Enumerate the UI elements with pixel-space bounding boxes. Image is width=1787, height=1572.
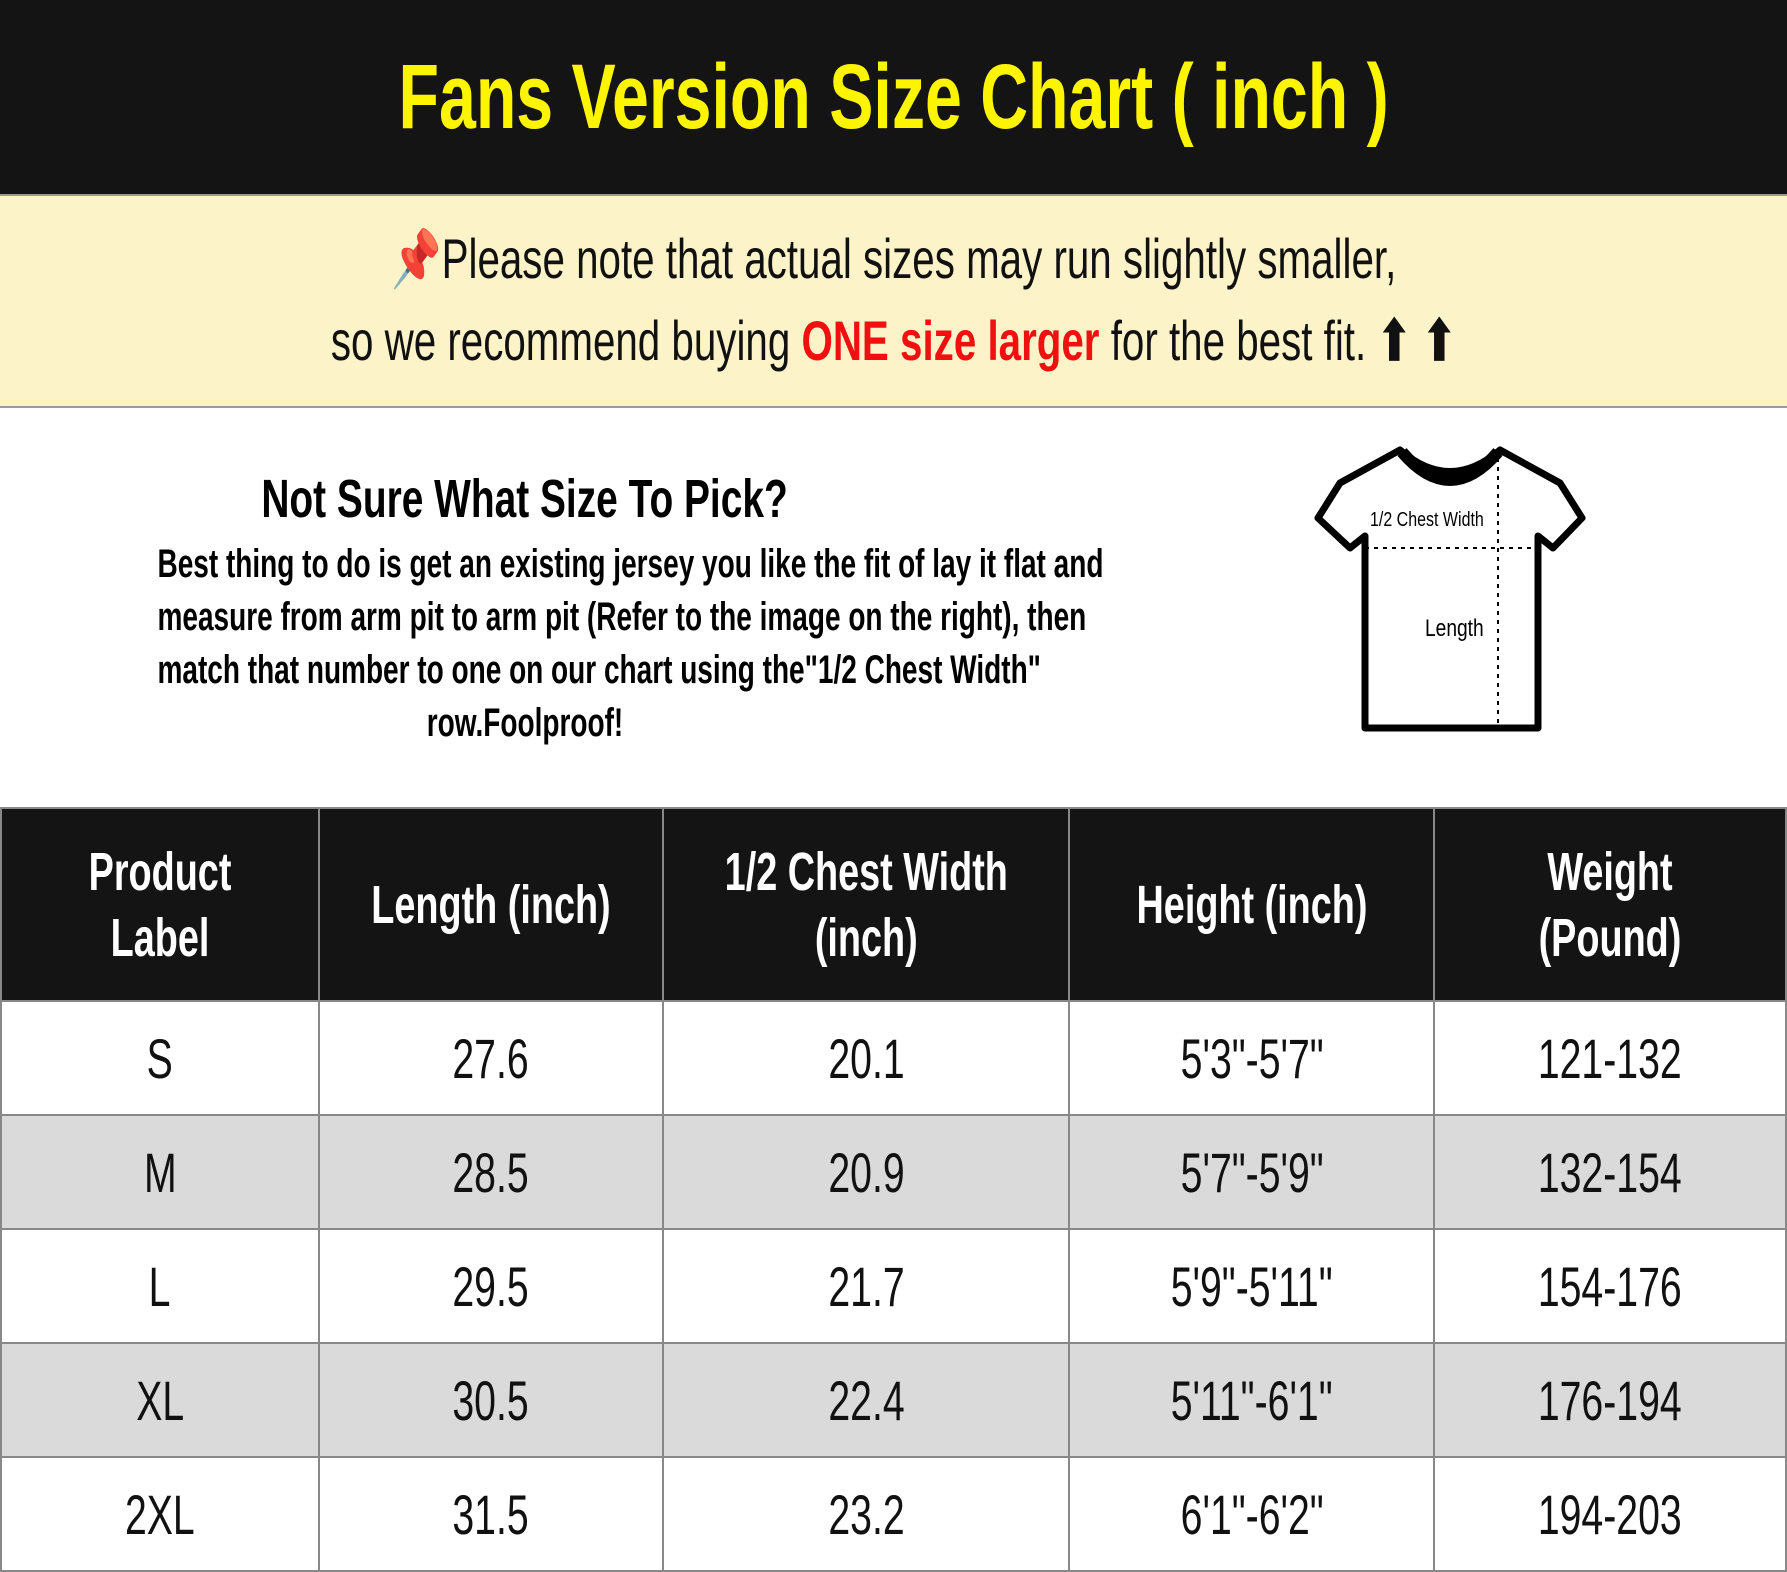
column-header: 1/2 Chest Width (inch) bbox=[661, 807, 1071, 1002]
table-cell: 20.1 bbox=[661, 1000, 1071, 1116]
table-cell: 5'7"-5'9" bbox=[1068, 1114, 1436, 1230]
note-line-2-start: so we recommend buying bbox=[330, 309, 802, 372]
size-table: Product Label Length (inch) 1/2 Chest Wid… bbox=[0, 807, 1787, 1572]
note-highlight: ONE size larger bbox=[801, 309, 1100, 372]
arrow-up-icon: ⬆ ⬆ bbox=[1377, 309, 1457, 372]
column-header: Product Label bbox=[0, 807, 320, 1002]
table-header-row: Product Label Length (inch) 1/2 Chest Wid… bbox=[0, 807, 1787, 1002]
table-cell: 30.5 bbox=[317, 1342, 664, 1458]
length-label: Length bbox=[1425, 614, 1484, 642]
fit-guide: Not Sure What Size To Pick? Best thing t… bbox=[0, 408, 1787, 807]
column-header: Weight (Pound) bbox=[1433, 807, 1787, 1002]
table-row: 2XL 31.5 23.2 6'1"-6'2" 194-203 bbox=[0, 1456, 1787, 1572]
table-cell: 176-194 bbox=[1433, 1342, 1787, 1458]
table-cell: 5'11"-6'1" bbox=[1068, 1342, 1436, 1458]
table-cell: S bbox=[0, 1000, 320, 1116]
table-cell: XL bbox=[0, 1342, 320, 1458]
table-cell: 29.5 bbox=[317, 1228, 664, 1344]
table-cell: L bbox=[0, 1228, 320, 1344]
table-cell: 27.6 bbox=[317, 1000, 664, 1116]
column-header: Height (inch) bbox=[1068, 807, 1436, 1002]
note-line-1: Please note that actual sizes may run sl… bbox=[441, 227, 1396, 290]
table-cell: 154-176 bbox=[1433, 1228, 1787, 1344]
note-line-2-end: for the best fit. bbox=[1099, 309, 1378, 372]
chest-width-label: 1/2 Chest Width bbox=[1370, 508, 1484, 530]
table-cell: 22.4 bbox=[661, 1342, 1071, 1458]
fit-guide-line: match that number to one on our chart us… bbox=[157, 648, 1041, 692]
table-cell: 132-154 bbox=[1433, 1114, 1787, 1230]
table-cell: 194-203 bbox=[1433, 1456, 1787, 1572]
fit-guide-heading: Not Sure What Size To Pick? bbox=[261, 469, 789, 529]
title-banner: Fans Version Size Chart ( inch ) bbox=[0, 0, 1787, 194]
fit-guide-line: row.Foolproof! bbox=[426, 701, 624, 745]
table-cell: 5'3"-5'7" bbox=[1068, 1000, 1436, 1116]
tshirt-diagram-icon: 1/2 Chest Width Length bbox=[1314, 446, 1586, 732]
table-cell: 31.5 bbox=[317, 1456, 664, 1572]
table-cell: 121-132 bbox=[1433, 1000, 1787, 1116]
table-cell: 28.5 bbox=[317, 1114, 664, 1230]
size-note: 📌Please note that actual sizes may run s… bbox=[0, 194, 1787, 408]
column-header: Length (inch) bbox=[317, 807, 664, 1002]
table-cell: 21.7 bbox=[661, 1228, 1071, 1344]
fit-guide-line: Best thing to do is get an existing jers… bbox=[157, 542, 1104, 586]
pushpin-icon: 📌 bbox=[391, 227, 442, 290]
table-cell: 6'1"-6'2" bbox=[1068, 1456, 1436, 1572]
table-cell: 23.2 bbox=[661, 1456, 1071, 1572]
table-cell: M bbox=[0, 1114, 320, 1230]
table-cell: 2XL bbox=[0, 1456, 320, 1572]
table-row: S 27.6 20.1 5'3"-5'7" 121-132 bbox=[0, 1000, 1787, 1116]
table-row: M 28.5 20.9 5'7"-5'9" 132-154 bbox=[0, 1114, 1787, 1230]
table-cell: 20.9 bbox=[661, 1114, 1071, 1230]
fit-guide-line: measure from arm pit to arm pit (Refer t… bbox=[157, 595, 1087, 639]
table-row: XL 30.5 22.4 5'11"-6'1" 176-194 bbox=[0, 1342, 1787, 1458]
table-row: L 29.5 21.7 5'9"-5'11" 154-176 bbox=[0, 1228, 1787, 1344]
page-title: Fans Version Size Chart ( inch ) bbox=[398, 45, 1389, 148]
table-cell: 5'9"-5'11" bbox=[1068, 1228, 1436, 1344]
